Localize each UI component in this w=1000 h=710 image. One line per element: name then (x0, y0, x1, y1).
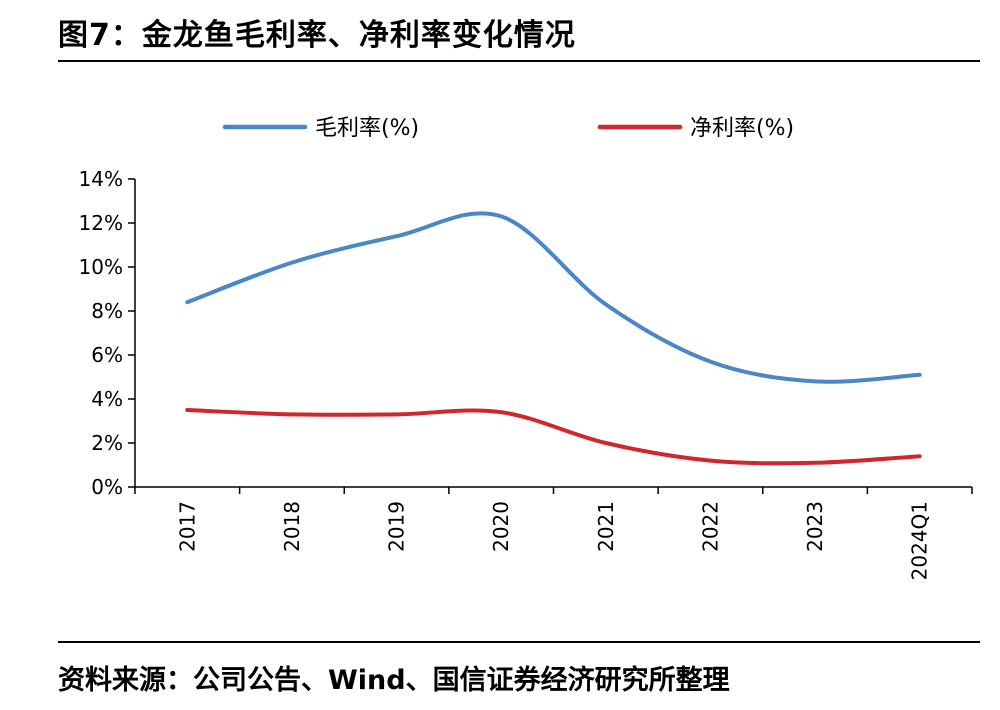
x-tick-label: 2024Q1 (908, 501, 932, 580)
legend-label-2: 净利率(%) (690, 116, 794, 141)
figure-title: 图7：金龙鱼毛利率、净利率变化情况 (58, 18, 576, 53)
y-tick-label: 14% (79, 167, 123, 191)
source-divider (58, 641, 980, 643)
y-tick-label: 12% (79, 211, 123, 235)
y-tick-label: 8% (91, 299, 123, 323)
y-tick-label: 2% (91, 431, 123, 455)
series-line-2 (185, 408, 922, 466)
x-tick-label: 2019 (385, 501, 409, 552)
x-tick-label: 2023 (803, 501, 827, 552)
legend-label-1: 毛利率(%) (315, 116, 419, 141)
y-tick-label: 0% (91, 475, 123, 499)
source-note: 资料来源：公司公告、Wind、国信证券经济研究所整理 (58, 665, 730, 696)
y-tick-label: 6% (91, 343, 123, 367)
y-tick-label: 10% (79, 255, 123, 279)
series-line-1 (185, 211, 922, 384)
chart-series (185, 211, 922, 466)
x-tick-label: 2022 (698, 501, 722, 552)
title-divider (58, 60, 980, 62)
x-tick-label: 2020 (489, 501, 513, 552)
y-tick-label: 4% (91, 387, 123, 411)
x-tick-label: 2017 (175, 501, 199, 552)
line-chart: 毛利率(%) 净利率(%) 0% 2% 4% 6% 8% 10% 12% 14% 2017 2018… (79, 116, 973, 580)
chart-legend: 毛利率(%) 净利率(%) (222, 116, 794, 141)
chart-axes: 0% 2% 4% 6% 8% 10% 12% 14% 2017 2018 2019 2020 2021 2… (79, 167, 973, 580)
x-tick-label: 2021 (594, 501, 618, 552)
x-tick-label: 2018 (280, 501, 304, 552)
